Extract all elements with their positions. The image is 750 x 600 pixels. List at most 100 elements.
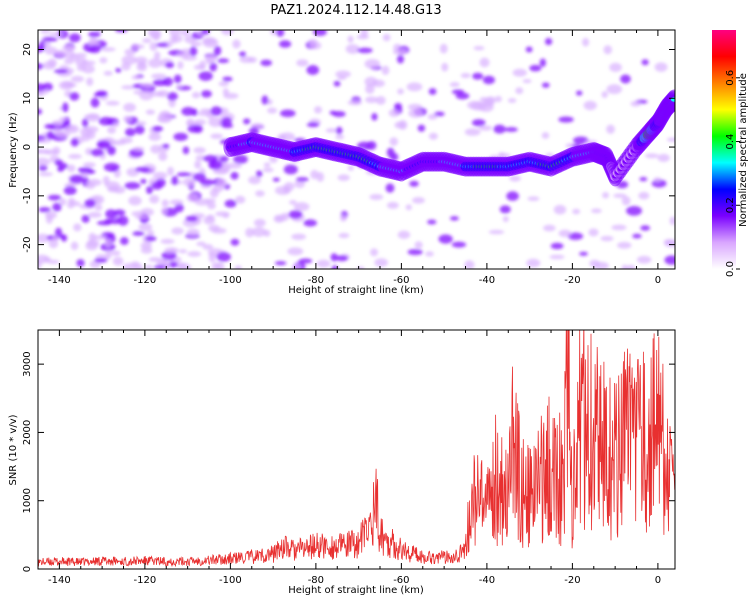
snr-panel: -140 -120 -100 -80 -60 -40 -20 0 0 1000 2000 3000 H…: [8, 329, 676, 596]
noise-blob: [364, 58, 381, 69]
spectrogram-ridge: [223, 89, 675, 187]
noise-blob: [575, 90, 583, 96]
noise-blob: [69, 33, 81, 43]
noise-blob: [611, 224, 627, 231]
noise-blob: [396, 54, 405, 64]
noise-blob: [185, 121, 200, 126]
noise-blob: [90, 148, 104, 157]
y-tick-label: -10: [22, 188, 33, 204]
noise-blob: [653, 177, 662, 183]
noise-blob: [357, 47, 373, 54]
noise-blob: [174, 203, 184, 213]
noise-blob: [603, 45, 613, 55]
noise-blob: [261, 95, 269, 105]
noise-blob: [283, 164, 298, 175]
noise-blob: [149, 194, 160, 204]
noise-blob: [295, 177, 309, 182]
noise-blob: [539, 58, 547, 67]
noise-blob: [145, 109, 156, 115]
noise-blob: [409, 180, 419, 187]
noise-blob: [88, 45, 101, 54]
noise-blob: [94, 258, 108, 263]
noise-blob: [232, 39, 241, 49]
noise-blob: [46, 131, 55, 140]
noise-blob: [67, 164, 76, 173]
x-tick-label: -100: [219, 275, 242, 286]
colorbar-tick-label: 0.0: [725, 261, 736, 277]
noise-blob: [38, 83, 47, 92]
noise-blob: [287, 247, 304, 256]
noise-blob: [405, 204, 412, 211]
noise-blob: [222, 213, 230, 219]
noise-blob: [157, 112, 173, 123]
noise-blob: [208, 160, 223, 170]
noise-blob: [217, 58, 230, 64]
noise-blob: [105, 249, 112, 260]
noise-blob: [191, 108, 198, 117]
noise-blob: [288, 210, 303, 219]
noise-blob: [99, 57, 108, 64]
colorbar-tick-label: 0.4: [725, 134, 736, 150]
noise-blob: [137, 60, 147, 69]
noise-blob: [177, 61, 184, 70]
noise-blob: [333, 80, 341, 87]
noise-blob: [472, 72, 484, 80]
noise-blob: [374, 258, 389, 267]
noise-blob: [38, 259, 42, 269]
noise-blob: [669, 216, 675, 226]
noise-blob: [135, 121, 147, 126]
noise-blob: [389, 152, 399, 162]
x-tick-label: -40: [479, 575, 495, 586]
noise-blob: [449, 216, 459, 221]
x-tick-label: -140: [48, 575, 71, 586]
noise-blob: [473, 45, 485, 51]
noise-blob: [549, 254, 565, 260]
noise-blob: [525, 46, 533, 53]
noise-blob: [638, 191, 650, 200]
noise-blob: [626, 205, 643, 216]
noise-blob: [438, 234, 453, 244]
noise-blob: [160, 207, 168, 215]
noise-blob: [115, 68, 122, 73]
noise-blob: [178, 249, 188, 254]
noise-blob: [397, 88, 404, 95]
colorbar-ticks: 0.0 0.2 0.4 0.6: [725, 70, 740, 277]
spectrogram-frame: [37, 29, 676, 270]
x-tick-label: -120: [134, 275, 157, 286]
noise-blob: [262, 167, 274, 173]
noise-blob: [428, 88, 437, 95]
noise-blob: [408, 108, 423, 118]
noise-blob: [38, 157, 51, 167]
noise-blob: [81, 60, 96, 66]
x-tick-label: -100: [219, 575, 242, 586]
noise-blob: [632, 233, 642, 239]
noise-blob: [112, 256, 124, 266]
noise-blob: [119, 137, 133, 144]
noise-blob: [506, 191, 519, 201]
noise-blob: [169, 34, 178, 44]
noise-blob: [69, 92, 80, 101]
noise-blob: [360, 30, 369, 38]
noise-blob: [166, 92, 178, 101]
noise-blob: [152, 79, 168, 87]
noise-blob: [44, 123, 55, 130]
noise-blob: [104, 181, 120, 189]
x-tick-label: 0: [655, 575, 661, 586]
spectrogram-ylabel: Frequency (Hz): [8, 112, 19, 188]
noise-blob: [61, 80, 74, 88]
noise-blob: [502, 216, 509, 223]
noise-blob: [124, 181, 141, 190]
noise-blob: [49, 32, 64, 37]
colorbar-tick-label: 0.2: [725, 197, 736, 213]
noise-blob: [151, 73, 167, 80]
noise-blob: [260, 59, 272, 67]
noise-blob: [187, 251, 202, 257]
noise-blob: [54, 227, 63, 238]
noise-blob: [291, 263, 301, 269]
noise-blob: [123, 262, 137, 269]
noise-blob: [394, 121, 406, 129]
noise-blob: [201, 30, 210, 35]
noise-blob: [504, 127, 518, 132]
noise-blob: [110, 167, 118, 172]
noise-blob: [161, 199, 169, 208]
